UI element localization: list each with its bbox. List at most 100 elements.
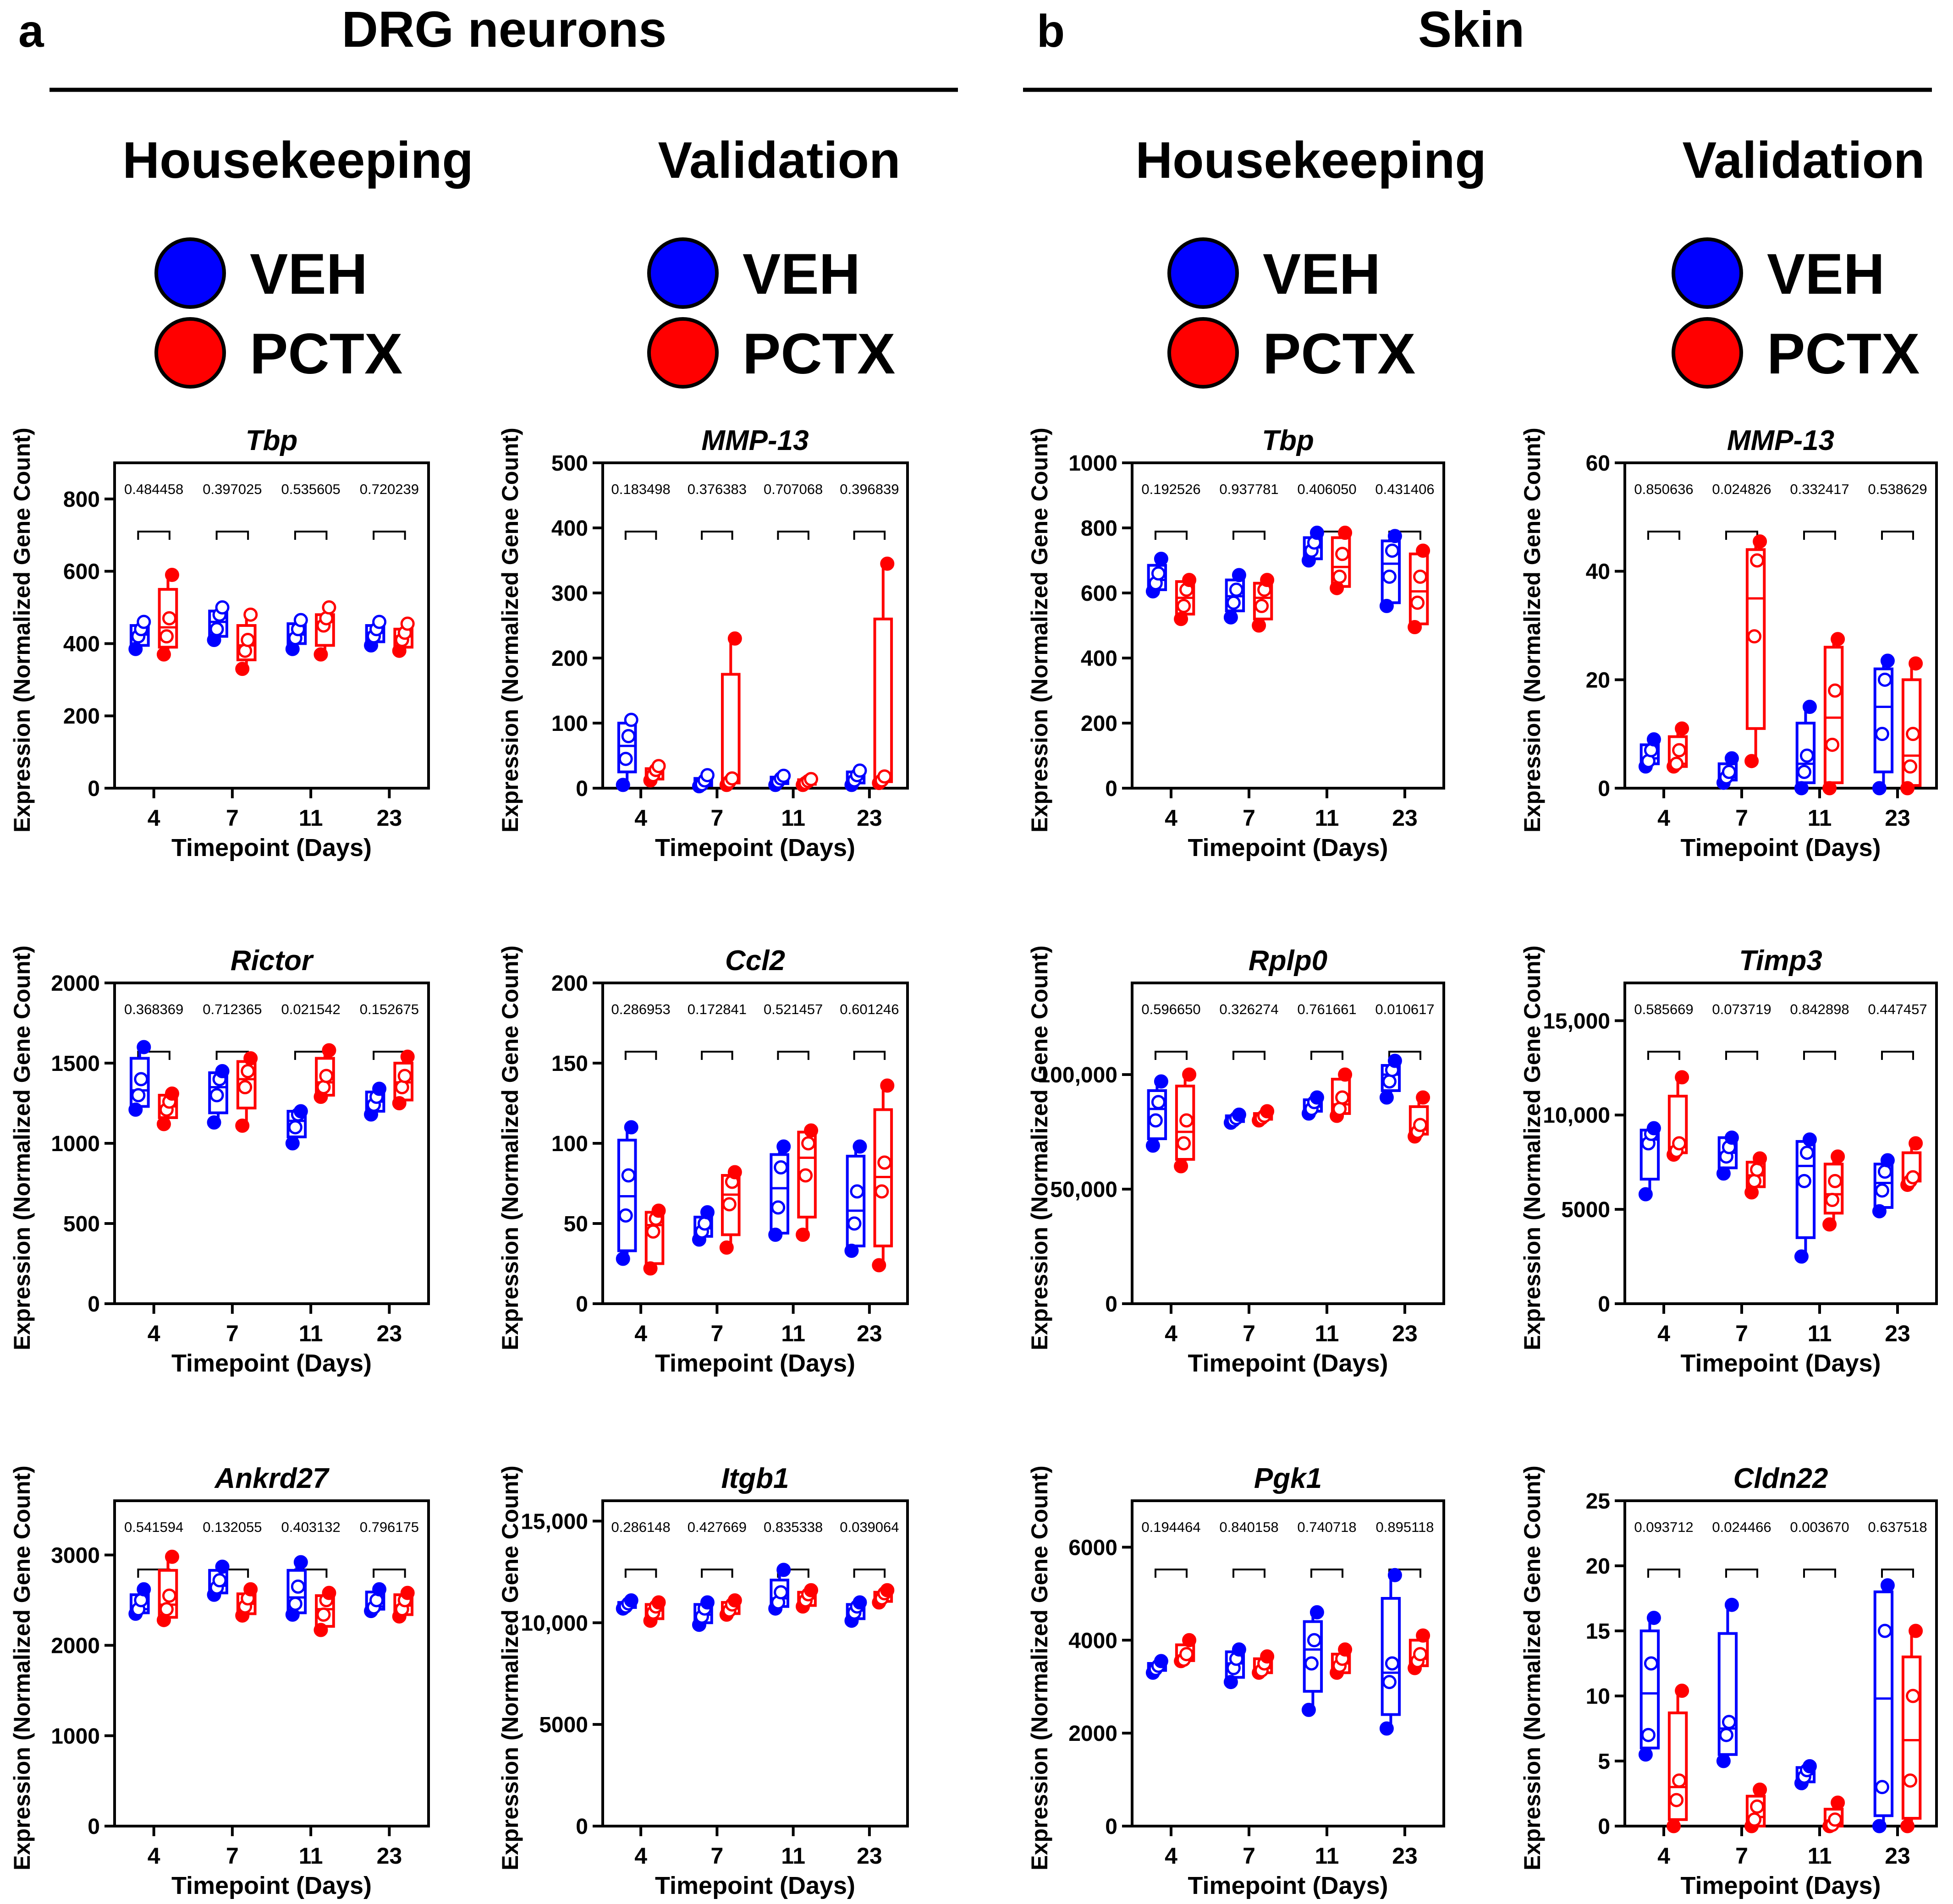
y-axis-label: Expression (Normalized Gene Count): [1027, 1465, 1052, 1870]
p-value-label: 0.712365: [203, 1001, 262, 1017]
p-value-label: 0.850636: [1634, 481, 1693, 497]
plot-frame: [1131, 1499, 1445, 1827]
x-tick-label: 4: [1165, 805, 1177, 831]
y-tick-label: 200: [63, 704, 100, 729]
p-value-label: 0.376383: [688, 481, 747, 497]
data-point: [1716, 1754, 1731, 1768]
y-tick-label: 200: [1081, 712, 1117, 736]
data-point: [215, 600, 230, 615]
chart-title: Ccl2: [725, 945, 785, 977]
data-point: [616, 778, 630, 792]
box-veh: [1638, 732, 1661, 774]
legend: VEH PCTX: [1672, 237, 1920, 389]
p-value-label: 0.835338: [764, 1519, 823, 1535]
box-pctx: [392, 616, 415, 658]
data-point: [1382, 1074, 1397, 1089]
data-point: [801, 1136, 816, 1151]
legend: VEH PCTX: [647, 237, 895, 389]
significance-bracket: [853, 531, 886, 540]
data-point: [1382, 1675, 1397, 1690]
box-iqr: [873, 617, 893, 783]
data-point: [1747, 629, 1762, 644]
x-axis-label: Timepoint (Days): [1188, 1350, 1388, 1377]
chart-panels: Tbp Expression (Normalized Gene Count) 0 20…: [9, 425, 1938, 1899]
y-axis-label: Expression (Normalized Gene Count): [9, 428, 35, 832]
p-value-label: 0.003670: [1790, 1519, 1849, 1535]
significance-bracket: [1803, 1569, 1836, 1578]
data-point: [243, 1051, 258, 1065]
data-point: [850, 1184, 864, 1199]
y-tick-label: 400: [63, 632, 100, 656]
box-veh: [1794, 700, 1817, 796]
data-point: [1672, 743, 1687, 757]
p-value-label: 0.368369: [124, 1001, 183, 1017]
data-point: [1338, 526, 1353, 540]
x-tick-label: 23: [857, 1321, 882, 1346]
data-point: [651, 1595, 666, 1610]
data-point: [1304, 1656, 1319, 1671]
data-point: [241, 1064, 255, 1078]
data-point: [1747, 1174, 1762, 1188]
y-axis-label: Expression (Normalized Gene Count): [1519, 428, 1545, 832]
x-tick-label: 4: [1165, 1843, 1177, 1869]
box-pctx: [872, 556, 895, 790]
legend-veh-marker: [1672, 237, 1743, 309]
x-tick-label: 11: [781, 805, 805, 831]
y-tick-label: 200: [551, 971, 588, 996]
box-veh: [616, 713, 638, 792]
chart-panel-rictor: Rictor Expression (Normalized Gene Count)…: [9, 945, 430, 1377]
data-point: [1309, 1090, 1324, 1105]
x-tick-label: 23: [1392, 1321, 1418, 1346]
significance-bracket: [1388, 1051, 1421, 1060]
data-point: [1802, 700, 1817, 714]
plot-frame: [601, 461, 909, 790]
data-point: [877, 769, 892, 784]
data-point: [291, 1579, 305, 1594]
y-tick-label: 4000: [1068, 1629, 1117, 1653]
chart-panel-tbp: Tbp Expression (Normalized Gene Count) 0 20…: [9, 425, 430, 861]
significance-bracket: [1803, 531, 1836, 540]
box-veh: [364, 1582, 387, 1619]
data-point: [1672, 1136, 1687, 1151]
data-point: [1794, 781, 1809, 796]
x-tick-label: 4: [1657, 1843, 1670, 1869]
x-tick-label: 23: [1885, 1321, 1910, 1346]
x-tick-label: 23: [1392, 1843, 1418, 1869]
data-point: [1799, 1146, 1814, 1160]
box-veh: [1794, 1132, 1817, 1264]
data-point: [156, 647, 171, 662]
data-point: [207, 1115, 221, 1130]
y-tick-label: 1000: [1068, 451, 1117, 476]
significance-bracket: [624, 531, 657, 540]
data-point: [1877, 1164, 1892, 1179]
box-pctx: [1252, 1649, 1275, 1680]
significance-bracket: [137, 1051, 171, 1060]
y-axis-label: Expression (Normalized Gene Count): [1519, 945, 1545, 1350]
box-pctx: [314, 1043, 336, 1104]
x-tick-label: 7: [1735, 805, 1748, 831]
y-tick-label: 60: [1586, 451, 1610, 476]
p-value-label: 0.427669: [688, 1519, 747, 1535]
data-point: [1379, 598, 1394, 613]
box-pctx: [392, 1586, 415, 1624]
data-point: [1223, 610, 1238, 625]
data-point: [128, 642, 143, 656]
box-pctx: [1900, 1624, 1923, 1833]
data-point: [1182, 1633, 1197, 1647]
chart-title: Timp3: [1739, 945, 1822, 977]
x-tick-label: 7: [710, 1843, 723, 1869]
p-value-label: 0.192526: [1141, 481, 1200, 497]
data-point: [1330, 581, 1344, 595]
data-point: [1379, 1721, 1394, 1736]
data-point: [1831, 1795, 1845, 1810]
data-point: [1182, 573, 1197, 587]
plot-frame: [113, 461, 430, 790]
p-value-label: 0.637518: [1868, 1519, 1927, 1535]
box-veh: [1379, 529, 1402, 613]
chart-title: Rictor: [231, 945, 314, 977]
significance-bracket: [1725, 1569, 1758, 1578]
data-point: [1385, 543, 1399, 558]
y-axis-label: Expression (Normalized Gene Count): [9, 1465, 35, 1870]
x-tick-label: 23: [1885, 1843, 1910, 1869]
data-point: [727, 1593, 742, 1608]
